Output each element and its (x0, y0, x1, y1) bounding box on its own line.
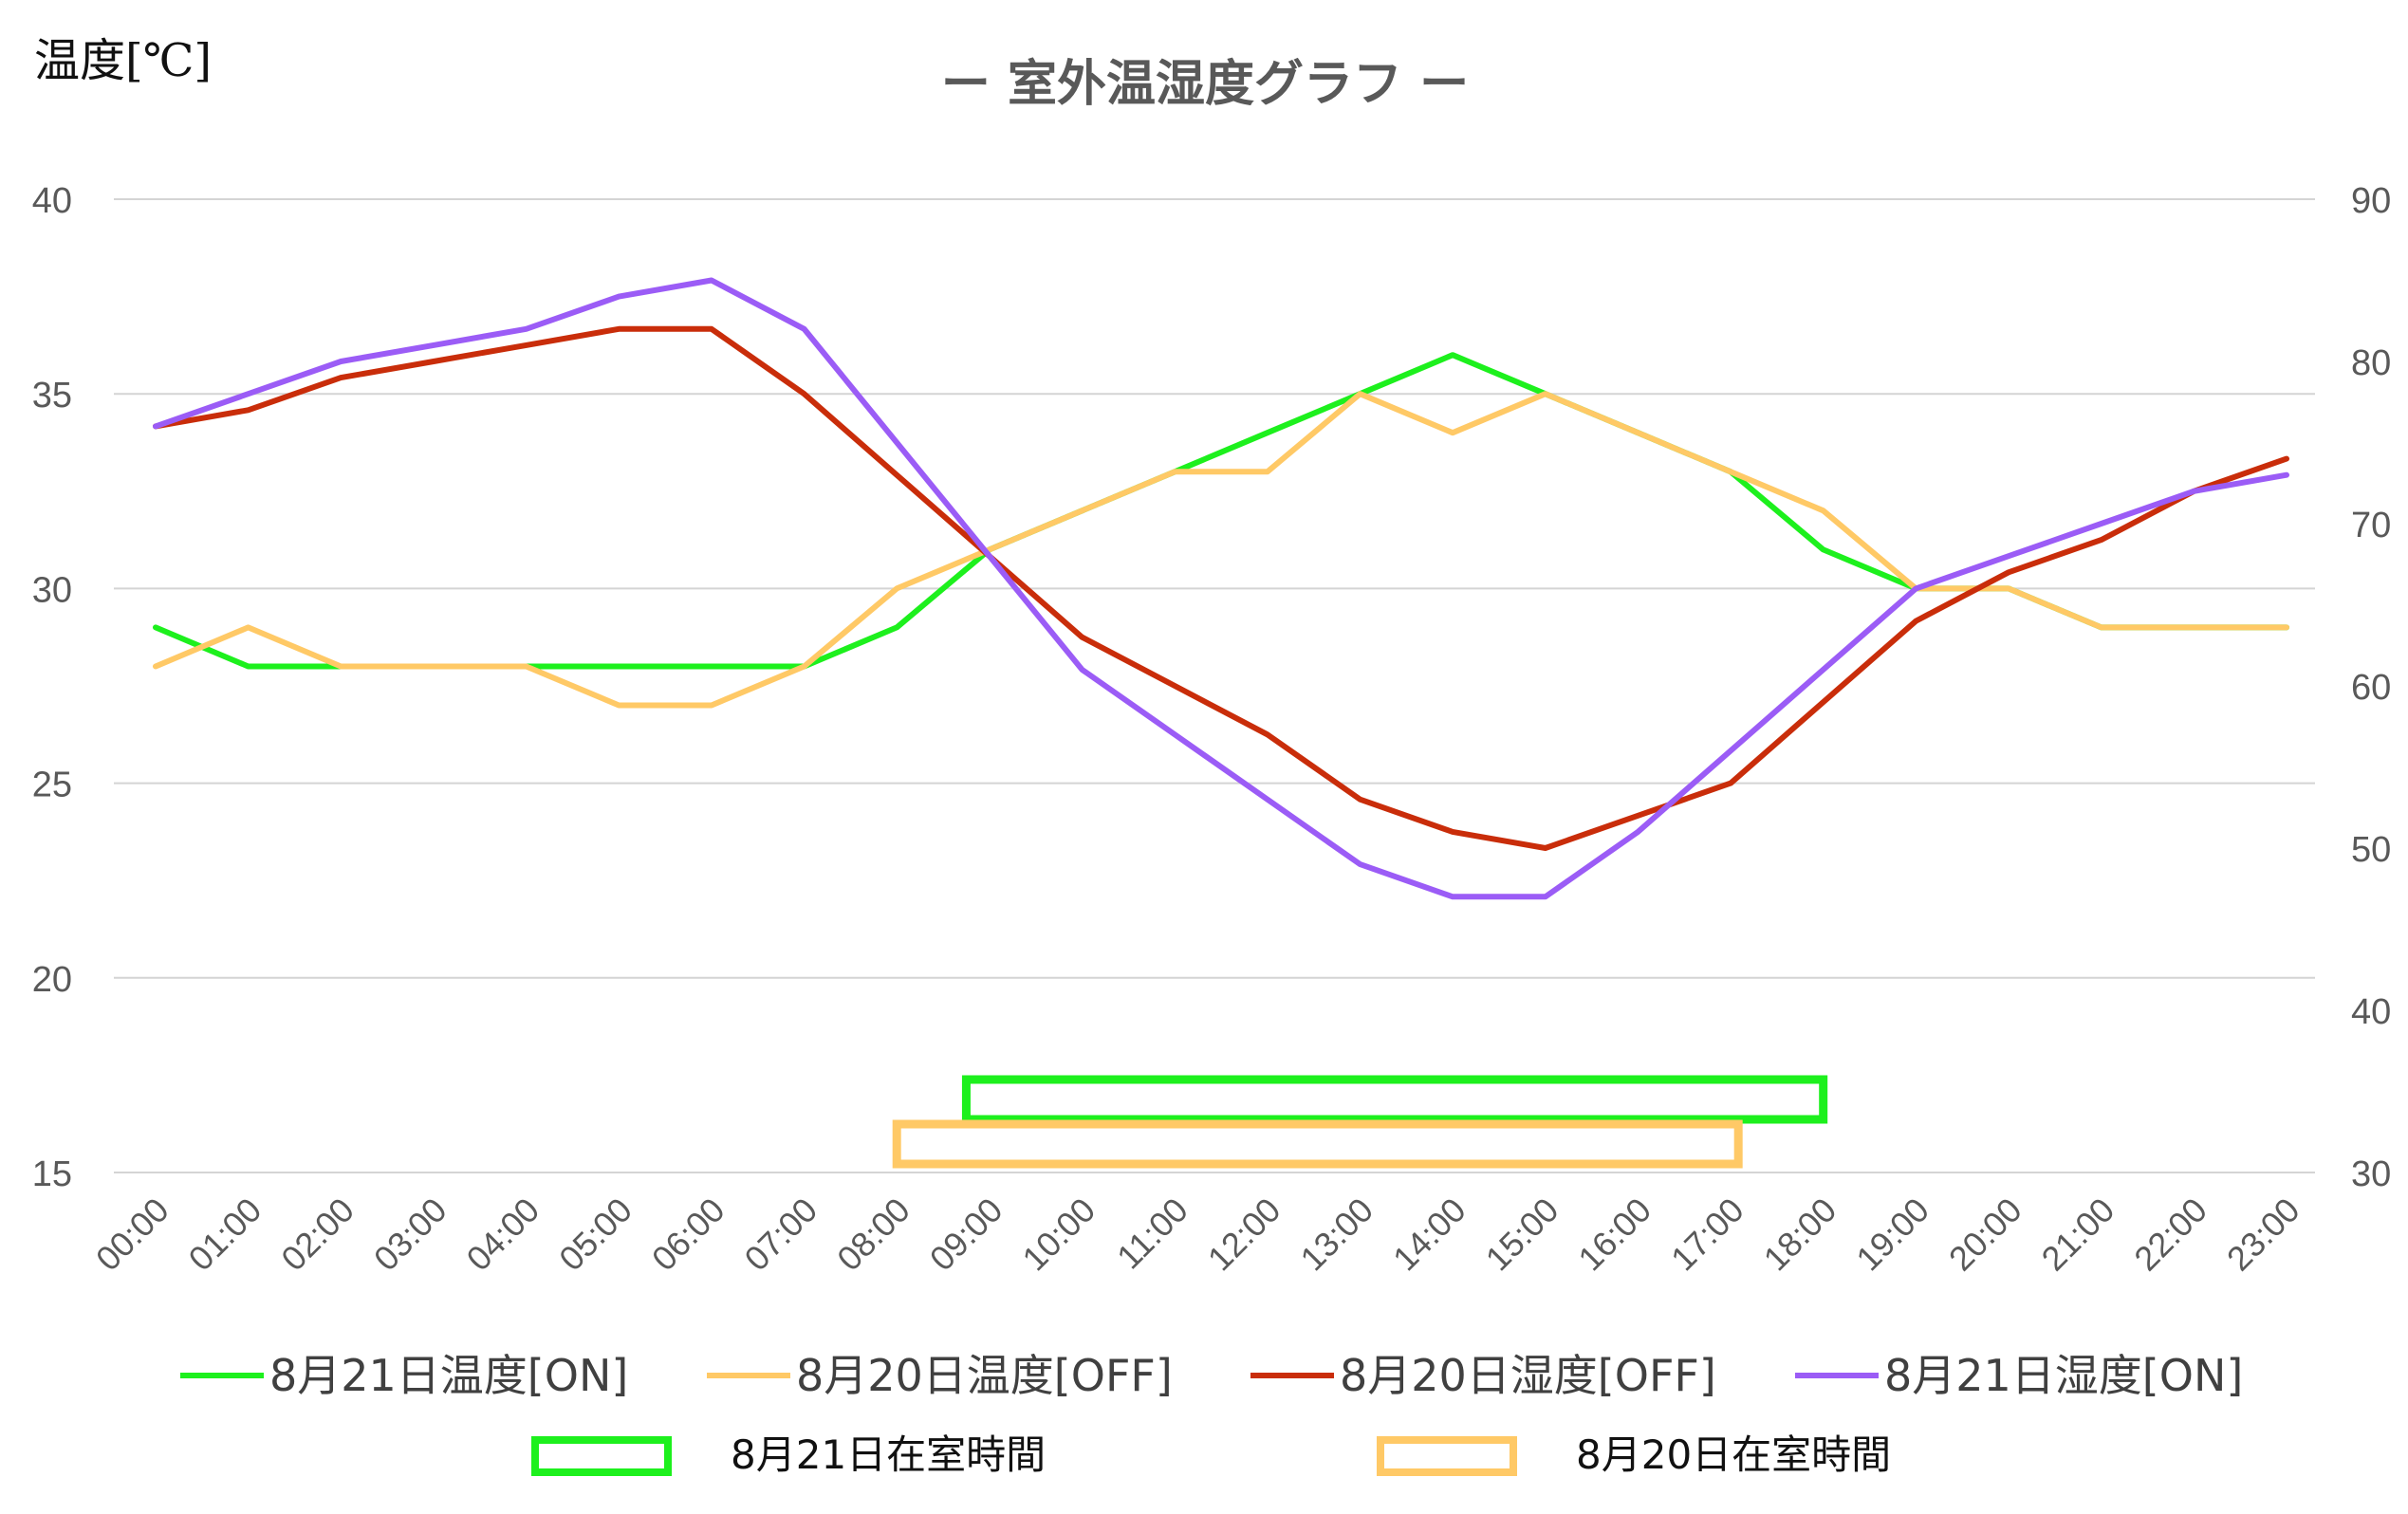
x-tick-label: 05:00 (551, 1191, 639, 1279)
y-left-tick-label: 25 (32, 766, 72, 805)
x-tick-label: 21:00 (2034, 1191, 2122, 1279)
y-left-tick-label: 40 (32, 181, 72, 221)
legend-label: 8月21日温度[ON] (269, 1350, 628, 1401)
chart-title: ー 室外温湿度グラフ ー (941, 56, 1469, 113)
x-tick-label: 13:00 (1292, 1191, 1380, 1279)
occupancy-bars (892, 1075, 1828, 1169)
x-tick-label: 15:00 (1478, 1191, 1566, 1279)
x-tick-label: 07:00 (737, 1191, 825, 1279)
x-tick-label: 14:00 (1385, 1191, 1473, 1279)
y-right-tick-label: 50 (2351, 830, 2391, 870)
legend-label: 8月21日湿度[ON] (1884, 1350, 2243, 1401)
legend-label: 8月20日温度[OFF] (796, 1350, 1173, 1401)
y-right-tick-label: 80 (2351, 343, 2391, 383)
y-right-tick-label: 90 (2351, 181, 2391, 221)
x-tick-label: 03:00 (366, 1191, 454, 1279)
y-left-tick-label: 30 (32, 570, 72, 610)
x-tick-label: 22:00 (2126, 1191, 2214, 1279)
legend-swatch (531, 1436, 672, 1476)
legend: 8月21日温度[ON] 8月20日温度[OFF] 8月20日湿度[OFF] 8月21日… (180, 1350, 2243, 1478)
x-tick-label: 09:00 (922, 1191, 1010, 1279)
series-line-4 (153, 277, 2289, 900)
x-tick-label: 00:00 (88, 1191, 176, 1279)
x-tick-label: 16:00 (1570, 1191, 1658, 1279)
legend-label: 8月20日湿度[OFF] (1340, 1350, 1716, 1401)
series-line-3 (153, 325, 2289, 851)
series-line-2 (153, 391, 2289, 709)
legend-swatch (1377, 1436, 1517, 1476)
x-tick-label: 19:00 (1848, 1191, 1936, 1279)
y-right-tick-label: 40 (2351, 992, 2391, 1032)
gridlines (114, 198, 2315, 1173)
legend-label: 8月20日在室時間 (1576, 1431, 1891, 1478)
y-right-tick-label: 60 (2351, 668, 2391, 708)
x-tick-label: 01:00 (181, 1191, 269, 1279)
occupancy-bar-1 (961, 1075, 1828, 1124)
x-tick-label: 12:00 (1200, 1191, 1288, 1279)
x-tick-label: 17:00 (1663, 1191, 1751, 1279)
x-tick-label: 11:00 (1109, 1191, 1195, 1277)
x-tick-labels: 00:00 01:00 02:00 03:00 04:00 05:00 06:00 07:00… (88, 1191, 2307, 1279)
legend-label: 8月21日在室時間 (731, 1431, 1046, 1478)
x-tick-label: 20:00 (1941, 1191, 2029, 1279)
x-tick-label: 18:00 (1756, 1191, 1844, 1279)
occupancy-bar-2 (892, 1119, 1743, 1169)
y-left-tick-labels: 15 20 25 30 35 40 (32, 181, 72, 1194)
y-left-axis-label: 温度[℃] (34, 34, 212, 87)
series-lines (153, 277, 2289, 900)
series-line-1 (153, 352, 2289, 670)
x-tick-label: 02:00 (273, 1191, 361, 1279)
y-left-tick-label: 35 (32, 376, 72, 415)
y-right-tick-labels: 30 40 50 60 70 80 90 (2351, 181, 2391, 1194)
x-tick-label: 04:00 (459, 1191, 547, 1279)
x-tick-label: 06:00 (644, 1191, 732, 1279)
x-tick-label: 08:00 (829, 1191, 917, 1279)
y-right-tick-label: 70 (2351, 506, 2391, 545)
y-right-tick-label: 30 (2351, 1154, 2391, 1194)
x-tick-label: 10:00 (1014, 1191, 1102, 1279)
x-tick-label: 23:00 (2219, 1191, 2307, 1279)
y-left-tick-label: 15 (32, 1154, 72, 1194)
y-left-tick-label: 20 (32, 960, 72, 1000)
